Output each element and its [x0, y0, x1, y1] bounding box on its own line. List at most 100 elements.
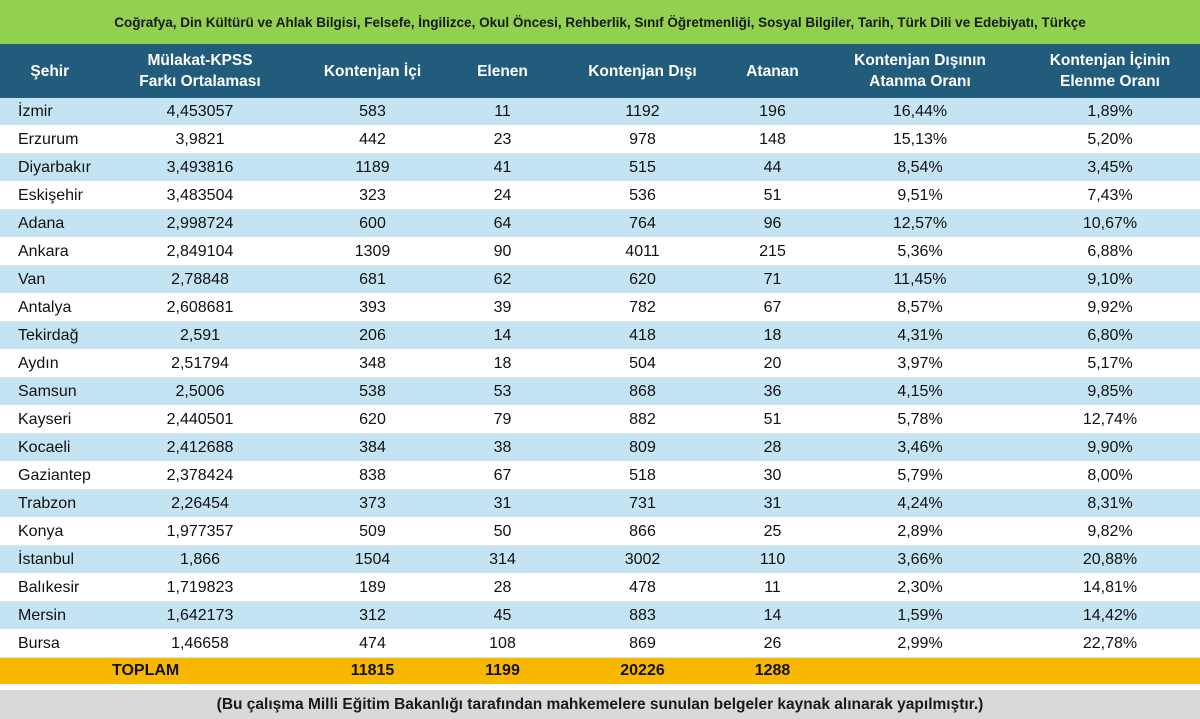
- cell-atanma-orani: 3,66%: [820, 545, 1020, 574]
- cell-elenen: 11: [445, 98, 560, 126]
- cell-city: Antalya: [0, 293, 100, 322]
- cell-atanan: 51: [725, 405, 820, 434]
- cell-elenen: 14: [445, 321, 560, 350]
- cell-elenme-orani: 9,90%: [1020, 433, 1200, 462]
- cell-difference-average: 2,591: [100, 321, 300, 350]
- table-row: Mersin 1,642173 312 45 883 14 1,59% 14,42%: [0, 601, 1200, 630]
- cell-elenme-orani: 6,88%: [1020, 237, 1200, 266]
- cell-city: Trabzon: [0, 489, 100, 518]
- cell-difference-average: 1,977357: [100, 517, 300, 546]
- cell-atanan: 96: [725, 209, 820, 238]
- cell-elenen: 314: [445, 545, 560, 574]
- cell-kontenjan-ici: 509: [300, 517, 445, 546]
- cell-kontenjan-ici: 384: [300, 433, 445, 462]
- cell-difference-average: 1,866: [100, 545, 300, 574]
- cell-atanan: 67: [725, 293, 820, 322]
- cell-elenen: 41: [445, 153, 560, 182]
- cell-city: Erzurum: [0, 125, 100, 154]
- total-empty-cell: [820, 657, 1020, 685]
- column-header-line: Farkı Ortalaması: [139, 73, 261, 90]
- cell-city: İzmir: [0, 98, 100, 126]
- cell-elenme-orani: 8,00%: [1020, 461, 1200, 490]
- cell-atanan: 148: [725, 125, 820, 154]
- cell-difference-average: 1,719823: [100, 573, 300, 602]
- cell-kontenjan-disi: 869: [560, 629, 725, 658]
- cell-elenme-orani: 20,88%: [1020, 545, 1200, 574]
- cell-elenen: 108: [445, 629, 560, 658]
- cell-elenen: 18: [445, 349, 560, 378]
- column-header-atanan: Atanan: [725, 44, 821, 98]
- table-row: Kocaeli 2,412688 384 38 809 28 3,46% 9,90%: [0, 433, 1200, 462]
- cell-city: İstanbul: [0, 545, 100, 574]
- total-elenen: 1199: [445, 657, 560, 685]
- cell-elenme-orani: 5,17%: [1020, 349, 1200, 378]
- cell-kontenjan-ici: 1504: [300, 545, 445, 574]
- cell-kontenjan-disi: 536: [560, 181, 725, 210]
- cell-elenme-orani: 6,80%: [1020, 321, 1200, 350]
- cell-atanma-orani: 3,46%: [820, 433, 1020, 462]
- cell-elenme-orani: 9,82%: [1020, 517, 1200, 546]
- cell-city: Konya: [0, 517, 100, 546]
- cell-atanan: 25: [725, 517, 820, 546]
- cell-kontenjan-disi: 515: [560, 153, 725, 182]
- cell-elenme-orani: 9,85%: [1020, 377, 1200, 406]
- table-row: Gaziantep 2,378424 838 67 518 30 5,79% 8,00%: [0, 461, 1200, 490]
- cell-atanma-orani: 5,36%: [820, 237, 1020, 266]
- column-header-line: Elenme Oranı: [1060, 73, 1160, 90]
- cell-atanan: 110: [725, 545, 820, 574]
- cell-kontenjan-disi: 882: [560, 405, 725, 434]
- cell-atanma-orani: 4,24%: [820, 489, 1020, 518]
- cell-kontenjan-ici: 600: [300, 209, 445, 238]
- cell-kontenjan-disi: 4011: [560, 237, 725, 266]
- cell-atanma-orani: 8,57%: [820, 293, 1020, 322]
- column-header-difference-average: Mülakat-KPSS Farkı Ortalaması: [100, 44, 301, 98]
- cell-kontenjan-disi: 478: [560, 573, 725, 602]
- total-row: TOPLAM 11815 1199 20226 1288: [0, 657, 1200, 685]
- cell-atanan: 215: [725, 237, 820, 266]
- column-header-elenme-orani: Kontenjan İçinin Elenme Oranı: [1020, 44, 1200, 98]
- table-row: İstanbul 1,866 1504 314 3002 110 3,66% 20,88%: [0, 545, 1200, 574]
- cell-atanan: 36: [725, 377, 820, 406]
- cell-kontenjan-disi: 418: [560, 321, 725, 350]
- cell-kontenjan-ici: 620: [300, 405, 445, 434]
- cell-difference-average: 2,78848: [100, 265, 300, 294]
- cell-atanma-orani: 5,78%: [820, 405, 1020, 434]
- cell-city: Van: [0, 265, 100, 294]
- column-header-line: Kontenjan İçinin: [1049, 52, 1171, 69]
- cell-difference-average: 2,26454: [100, 489, 300, 518]
- table-row: Tekirdağ 2,591 206 14 418 18 4,31% 6,80%: [0, 321, 1200, 350]
- cell-city: Gaziantep: [0, 461, 100, 490]
- column-header-line: Elenen: [477, 62, 528, 80]
- cell-kontenjan-ici: 206: [300, 321, 445, 350]
- cell-city: Samsun: [0, 377, 100, 406]
- cell-kontenjan-ici: 583: [300, 98, 445, 126]
- cell-atanan: 14: [725, 601, 820, 630]
- column-header-kontenjan-ici: Kontenjan İçi: [300, 44, 446, 98]
- cell-kontenjan-disi: 868: [560, 377, 725, 406]
- column-header-line: Kontenjan Dışının: [854, 52, 986, 69]
- cell-difference-average: 2,5006: [100, 377, 300, 406]
- cell-kontenjan-ici: 348: [300, 349, 445, 378]
- cell-atanma-orani: 2,99%: [820, 629, 1020, 658]
- cell-atanma-orani: 8,54%: [820, 153, 1020, 182]
- column-header-line: Kontenjan İçi: [323, 62, 422, 80]
- cell-elenme-orani: 9,92%: [1020, 293, 1200, 322]
- cell-elenme-orani: 14,42%: [1020, 601, 1200, 630]
- table-row: Bursa 1,46658 474 108 869 26 2,99% 22,78%: [0, 629, 1200, 658]
- cell-city: Bursa: [0, 629, 100, 658]
- cell-elenen: 31: [445, 489, 560, 518]
- column-header-line: Atanma Oranı: [869, 73, 971, 90]
- table-row: Konya 1,977357 509 50 866 25 2,89% 9,82%: [0, 517, 1200, 546]
- cell-atanma-orani: 4,15%: [820, 377, 1020, 406]
- cell-atanan: 44: [725, 153, 820, 182]
- column-header-atanma-orani: Kontenjan Dışının Atanma Oranı: [820, 44, 1021, 98]
- cell-kontenjan-ici: 838: [300, 461, 445, 490]
- table-row: Adana 2,998724 600 64 764 96 12,57% 10,67%: [0, 209, 1200, 238]
- cell-atanan: 30: [725, 461, 820, 490]
- cell-city: Adana: [0, 209, 100, 238]
- cell-kontenjan-disi: 731: [560, 489, 725, 518]
- cell-elenen: 24: [445, 181, 560, 210]
- assignment-table: Şehir Mülakat-KPSS Farkı Ortalaması Kontenj…: [0, 44, 1200, 685]
- cell-difference-average: 2,608681: [100, 293, 300, 322]
- cell-atanma-orani: 2,30%: [820, 573, 1020, 602]
